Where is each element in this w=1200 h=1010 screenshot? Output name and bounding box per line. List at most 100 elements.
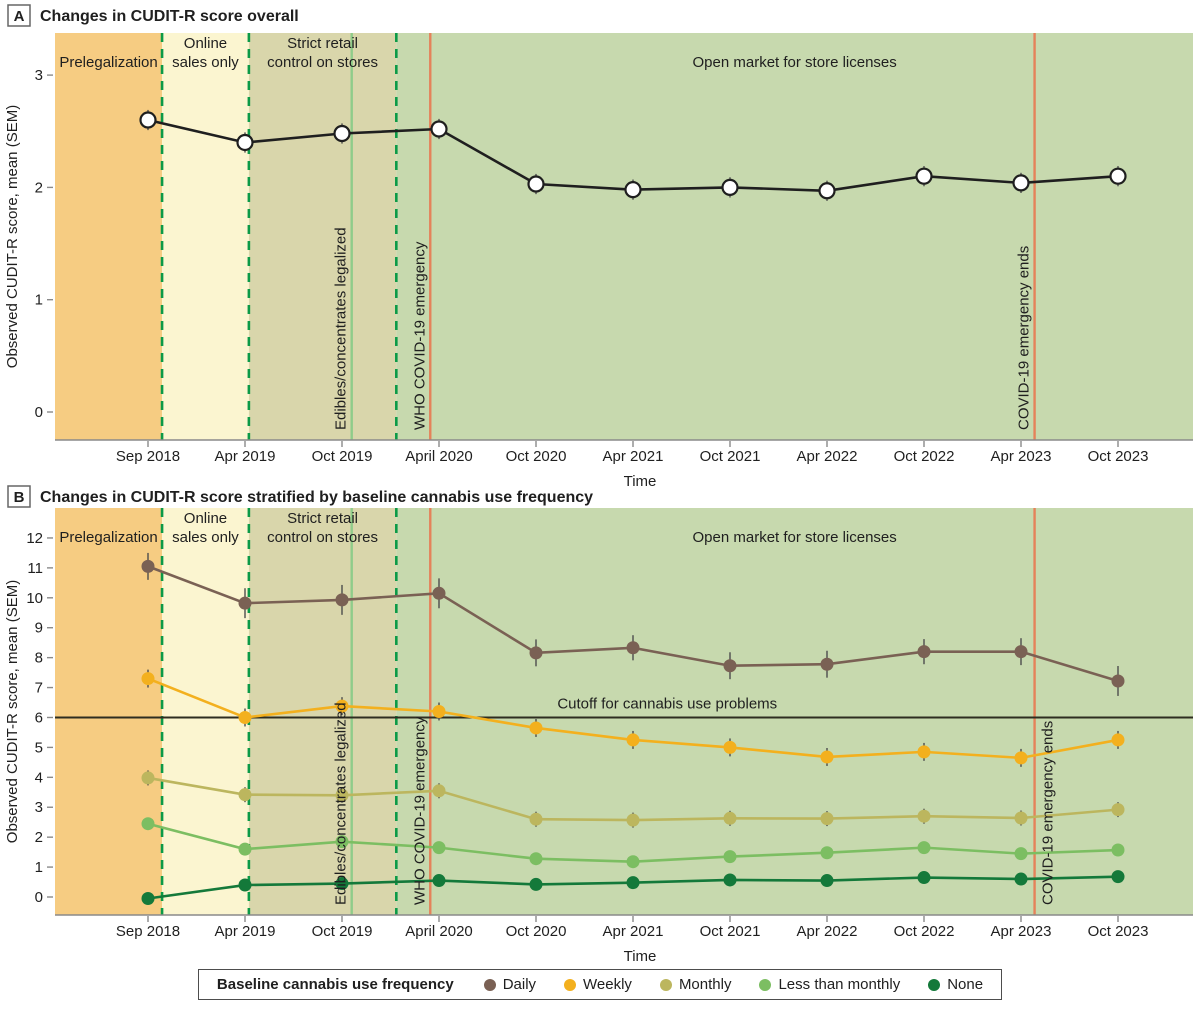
zone-band xyxy=(248,508,397,915)
legend-dot-icon xyxy=(759,978,772,991)
legend-item-label: Daily xyxy=(502,976,537,993)
data-point xyxy=(529,852,543,866)
x-axis-title: Time xyxy=(624,473,657,490)
legend-dot-icon xyxy=(659,978,672,991)
x-tick-label: Oct 2022 xyxy=(894,923,955,940)
panel-title: Changes in CUDIT-R score overall xyxy=(40,8,299,25)
y-tick-label: 3 xyxy=(35,799,43,816)
data-point xyxy=(236,133,254,152)
zone-label: Prelegalization xyxy=(59,529,157,546)
x-tick-label: Apr 2022 xyxy=(797,923,858,940)
x-tick-label: Apr 2023 xyxy=(991,923,1052,940)
event-label: WHO COVID-19 emergency xyxy=(411,241,428,430)
y-tick-label: 12 xyxy=(26,530,43,547)
data-point xyxy=(917,745,931,759)
data-point xyxy=(723,811,737,825)
panel-letter: A xyxy=(14,8,25,25)
data-point xyxy=(820,874,834,888)
x-tick-label: Apr 2021 xyxy=(603,448,664,465)
panel-a-chart: Prelegalization Online sales only Strict re… xyxy=(4,4,1193,490)
zone-label: sales only xyxy=(172,529,239,546)
x-tick-label: April 2020 xyxy=(405,448,473,465)
data-point xyxy=(238,842,252,856)
data-point xyxy=(820,846,834,860)
legend-dot-icon xyxy=(483,978,496,991)
panel-title: Changes in CUDIT-R score stratified by b… xyxy=(40,489,593,506)
legend-item: Daily xyxy=(483,976,537,993)
event-label: COVID-19 emergency ends xyxy=(1016,246,1033,430)
panel-letter: B xyxy=(14,489,25,506)
data-point xyxy=(1111,803,1125,817)
x-tick-label: Oct 2019 xyxy=(312,923,373,940)
data-point xyxy=(1014,751,1028,765)
x-tick-label: Oct 2020 xyxy=(506,448,567,465)
data-point xyxy=(626,855,640,869)
event-label: COVID-19 emergency ends xyxy=(1040,721,1057,905)
legend-item: Monthly xyxy=(659,976,731,993)
zone-label: Strict retail xyxy=(287,35,358,52)
data-point xyxy=(1109,167,1127,185)
legend-item-label: Weekly xyxy=(583,976,632,993)
y-axis-title: Observed CUDIT-R score, mean (SEM) xyxy=(4,105,21,368)
panel-b-chart: Prelegalization Online sales only Strict re… xyxy=(4,485,1193,965)
data-point xyxy=(1014,811,1028,825)
data-point xyxy=(820,812,834,826)
x-tick-label: Apr 2022 xyxy=(797,448,858,465)
zone-label: sales only xyxy=(172,54,239,71)
data-point xyxy=(529,812,543,826)
event-label: WHO COVID-19 emergency xyxy=(411,716,428,905)
panel-letter-box xyxy=(7,4,31,27)
data-point xyxy=(915,167,933,185)
data-point xyxy=(529,646,543,660)
data-point xyxy=(1111,674,1125,688)
y-tick-label: 6 xyxy=(35,709,43,726)
data-point xyxy=(238,710,252,724)
event-label: Edibles/concentrates legalized xyxy=(333,702,350,905)
data-point xyxy=(333,124,351,143)
y-tick-label: 2 xyxy=(35,829,43,846)
x-tick-label: Oct 2022 xyxy=(894,448,955,465)
x-tick-label: Apr 2019 xyxy=(215,448,276,465)
data-point xyxy=(723,659,737,673)
x-axis-title: Time xyxy=(624,948,657,965)
zone-band xyxy=(162,33,249,440)
data-point xyxy=(141,771,155,785)
data-point xyxy=(723,850,737,864)
x-tick-label: April 2020 xyxy=(405,923,473,940)
data-point xyxy=(626,641,640,655)
zone-band xyxy=(248,33,397,440)
data-point xyxy=(432,784,446,798)
y-tick-label: 9 xyxy=(35,620,43,637)
data-point xyxy=(917,645,931,659)
data-point xyxy=(335,593,349,607)
data-point xyxy=(917,871,931,885)
data-point xyxy=(529,877,543,891)
data-point xyxy=(820,657,834,671)
y-axis-title: Observed CUDIT-R score, mean (SEM) xyxy=(4,580,21,843)
data-point xyxy=(139,111,157,129)
data-point xyxy=(1111,843,1125,857)
legend-title: Baseline cannabis use frequency xyxy=(216,976,454,993)
legend-row: Baseline cannabis use frequency Daily Wee… xyxy=(0,969,1200,1000)
x-tick-label: Apr 2019 xyxy=(215,923,276,940)
event-label: Edibles/concentrates legalized xyxy=(333,227,350,430)
y-tick-label: 1 xyxy=(35,859,43,876)
y-tick-label: 0 xyxy=(35,889,43,906)
legend-item-label: Less than monthly xyxy=(778,976,901,993)
data-point xyxy=(818,182,836,200)
data-point xyxy=(141,817,155,831)
y-tick-label: 5 xyxy=(35,739,43,756)
zone-band xyxy=(162,508,249,915)
legend: Baseline cannabis use frequency Daily Wee… xyxy=(197,969,1003,1000)
x-tick-label: Oct 2020 xyxy=(506,923,567,940)
legend-items: Daily Weekly Monthly Less than monthly None xyxy=(483,976,983,993)
data-point xyxy=(1014,645,1028,659)
data-point xyxy=(141,891,155,905)
data-point xyxy=(141,672,155,686)
x-tick-label: Oct 2021 xyxy=(700,923,761,940)
zone-band xyxy=(55,33,163,440)
y-tick-label: 3 xyxy=(35,67,43,84)
data-point xyxy=(1014,847,1028,861)
data-point xyxy=(917,809,931,823)
zone-label: Prelegalization xyxy=(59,54,157,71)
